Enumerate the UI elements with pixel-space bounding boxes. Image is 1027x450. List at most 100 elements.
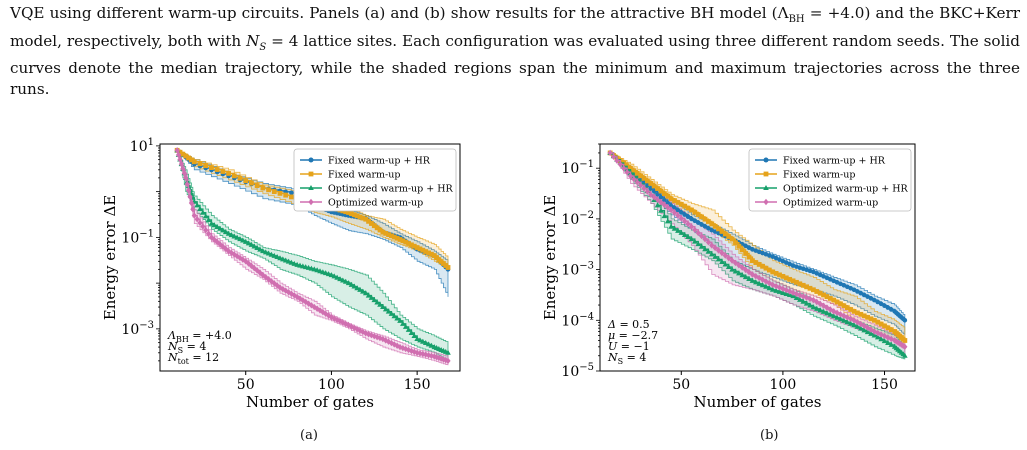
marker-point — [420, 350, 426, 358]
y-axis-label: Energy error ΔE — [101, 195, 119, 320]
marker-point — [271, 189, 277, 194]
marker-point — [817, 300, 823, 308]
marker-point — [780, 289, 786, 295]
marker-point — [209, 165, 214, 170]
marker-point — [337, 276, 343, 282]
marker-point — [436, 354, 442, 362]
marker-point — [675, 207, 681, 213]
marker-point — [804, 294, 810, 301]
marker-point — [340, 277, 346, 283]
marker-point — [200, 223, 206, 230]
marker-point — [780, 285, 786, 292]
marker-point — [871, 332, 878, 338]
x-tick-label: 150 — [404, 377, 431, 393]
marker-point — [773, 287, 779, 293]
marker-point — [251, 243, 258, 249]
marker-point — [365, 292, 372, 298]
annotation-line: ΛBH = +4.0 — [167, 329, 232, 344]
x-tick-label: 50 — [237, 377, 255, 393]
marker-point — [756, 280, 762, 286]
caption-ns-symbol: N — [246, 31, 260, 50]
marker-point — [614, 157, 620, 164]
marker-point — [337, 318, 343, 325]
marker-point — [732, 268, 739, 274]
marker-point — [695, 220, 701, 225]
marker-point — [374, 333, 380, 341]
marker-point — [245, 240, 252, 246]
marker-point — [865, 294, 870, 299]
marker-point — [665, 200, 671, 206]
marker-point — [678, 229, 685, 235]
marker-point — [827, 306, 833, 313]
marker-point — [428, 352, 435, 360]
y-tick-label: 10−5 — [561, 362, 594, 380]
marker-point — [746, 275, 752, 281]
marker-point — [689, 216, 694, 222]
marker-point — [746, 269, 752, 276]
marker-point — [445, 265, 451, 270]
marker-point — [187, 193, 193, 200]
marker-point — [712, 253, 718, 259]
marker-point — [260, 248, 266, 254]
marker-point — [882, 303, 887, 309]
marker-point — [203, 226, 209, 234]
marker-point — [200, 209, 206, 215]
marker-point — [868, 326, 874, 333]
legend-label: Optimized warm-up — [783, 198, 878, 209]
marker-point — [675, 227, 681, 233]
marker-point — [205, 216, 212, 222]
marker-point — [858, 325, 864, 331]
marker-point — [405, 326, 412, 332]
marker-point — [793, 294, 800, 300]
marker-point — [365, 331, 372, 338]
marker-point — [753, 279, 759, 285]
marker-point — [831, 308, 837, 315]
marker-point — [345, 322, 352, 329]
marker-point — [217, 241, 223, 248]
marker-point — [203, 163, 209, 169]
marker-point — [837, 311, 844, 318]
marker-point — [662, 197, 667, 203]
marker-point — [685, 214, 691, 220]
marker-point — [783, 290, 790, 296]
marker-point — [817, 307, 823, 313]
marker-point — [706, 225, 711, 231]
marker-point — [861, 322, 867, 330]
marker-point — [274, 254, 280, 260]
marker-point — [385, 308, 392, 314]
marker-point — [814, 298, 820, 306]
marker-point — [851, 322, 857, 328]
marker-point — [388, 339, 395, 347]
marker-point — [277, 284, 283, 291]
marker-point — [368, 332, 375, 339]
marker-point — [756, 274, 762, 282]
marker-point — [382, 306, 389, 312]
annotation-line: U = −1 — [608, 340, 650, 353]
marker-point — [234, 253, 240, 260]
marker-point — [858, 290, 864, 296]
marker-point — [820, 308, 827, 314]
caption-text-1: VQE using different warm-up circuits. Pa… — [10, 4, 789, 22]
marker-point — [824, 310, 830, 316]
marker-point — [414, 336, 420, 342]
marker-point — [705, 248, 712, 254]
marker-point — [692, 238, 698, 244]
marker-point — [202, 213, 209, 219]
marker-point — [702, 224, 708, 229]
marker-point — [362, 290, 369, 296]
marker-point — [357, 286, 363, 292]
marker-point — [671, 225, 678, 231]
marker-point — [739, 264, 745, 271]
marker-point — [797, 296, 803, 302]
marker-point — [902, 343, 908, 351]
marker-point — [214, 167, 220, 172]
x-tick-label: 50 — [672, 377, 690, 393]
y-tick-label: 10−2 — [561, 210, 594, 228]
marker-point — [249, 180, 254, 186]
marker-point — [400, 344, 406, 352]
marker-point — [220, 169, 226, 174]
y-tick-label: 10−3 — [561, 261, 594, 279]
marker-point — [277, 190, 283, 196]
legend-marker — [308, 185, 314, 190]
